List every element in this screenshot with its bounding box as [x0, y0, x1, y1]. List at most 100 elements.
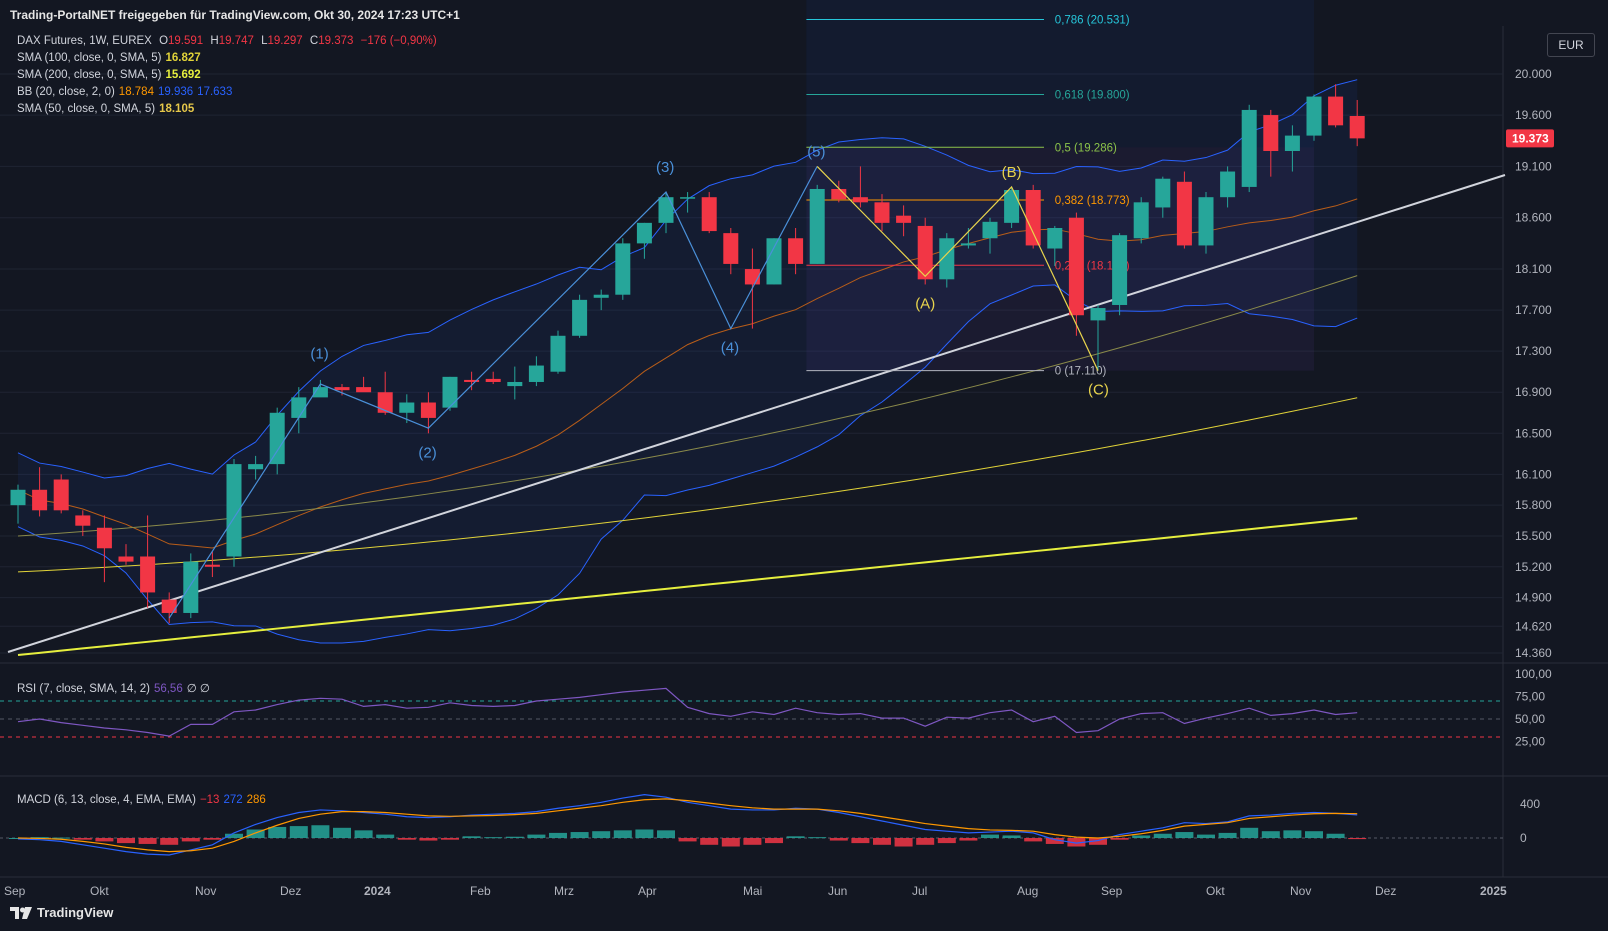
macd-histogram-bar: [1197, 834, 1215, 838]
candle-body: [161, 599, 177, 613]
candle-body: [1220, 171, 1236, 198]
tradingview-logo: TradingView: [10, 905, 113, 920]
macd-histogram-bar: [1089, 838, 1107, 845]
candle-body: [550, 335, 566, 372]
macd-histogram-bar: [181, 838, 200, 842]
time-axis-label: Jun: [828, 884, 847, 898]
price-axis-label: 19.100: [1515, 159, 1552, 173]
bb-legend[interactable]: BB (20, close, 2, 0) 18.784 19.936 17.633: [17, 86, 233, 98]
time-axis-label: Mrz: [554, 884, 574, 898]
candle-body: [636, 222, 652, 244]
price-axis-label: 16.100: [1515, 467, 1552, 481]
tradingview-brand: TradingView: [37, 905, 114, 920]
candle-body: [269, 412, 285, 465]
macd-histogram-bar: [657, 830, 675, 838]
sma200-legend[interactable]: SMA (200, close, 0, SMA, 5) 15.692: [17, 69, 201, 81]
macd-histogram-bar: [246, 829, 265, 838]
candle-body: [852, 197, 868, 203]
macd-histogram-bar: [289, 826, 308, 838]
wave-label: (A): [915, 295, 935, 312]
candle-body: [334, 387, 350, 391]
macd-histogram-bar: [311, 825, 330, 838]
macd-histogram-bar: [419, 838, 438, 841]
candle-body: [788, 238, 804, 264]
rsi-axis-label: 100,00: [1515, 667, 1552, 681]
macd-histogram-bar: [117, 838, 135, 844]
macd-histogram-bar: [376, 834, 395, 838]
time-axis-label: Feb: [470, 884, 491, 898]
candle-body: [572, 299, 588, 336]
candle-body: [75, 515, 91, 526]
macd-histogram-bar: [73, 838, 92, 840]
candle-body: [204, 564, 220, 567]
macd-histogram-bar: [721, 838, 740, 847]
candle-body: [485, 378, 501, 382]
candle-body: [1241, 109, 1257, 187]
macd-histogram-bar: [1110, 838, 1129, 840]
macd-histogram-bar: [505, 836, 524, 838]
bb-band-fill: [18, 79, 1358, 644]
candle-body: [53, 479, 69, 511]
candle-body: [1198, 197, 1214, 246]
price-axis-label: 16.900: [1515, 385, 1552, 399]
time-axis-label: Mai: [743, 884, 762, 898]
candle-body: [593, 294, 609, 298]
fib-level-label: 0,5 (19.286): [1055, 142, 1117, 154]
macd-histogram-bar: [570, 832, 589, 838]
macd-histogram-bar: [786, 836, 805, 838]
wave-label: (5): [807, 143, 825, 160]
sma100-legend[interactable]: SMA (100, close, 0, SMA, 5) 16.827: [17, 52, 201, 64]
time-axis-label: Jul: [912, 884, 927, 898]
macd-histogram-bar: [700, 838, 719, 845]
candle-body: [896, 215, 912, 223]
open-value: O19.591: [159, 35, 204, 47]
candle-body: [248, 464, 264, 470]
tradingview-logo-icon: [10, 906, 32, 919]
price-axis-label: 17.300: [1515, 344, 1552, 358]
macd-axis-label: 400: [1520, 797, 1540, 811]
macd-histogram-bar: [1153, 833, 1172, 838]
macd-histogram-bar: [959, 838, 978, 841]
macd-signal-line: [17, 798, 1358, 853]
candle-body: [1306, 96, 1322, 136]
time-axis-label: Okt: [1206, 884, 1225, 898]
time-axis-label: Sep: [4, 884, 26, 898]
currency-button[interactable]: EUR: [1547, 33, 1595, 57]
candle-body: [831, 188, 847, 200]
macd-legend[interactable]: MACD (6, 13, close, 4, EMA, EMA) −13 272 28…: [17, 794, 266, 806]
candle-body: [982, 221, 998, 239]
candle-body: [356, 387, 372, 393]
macd-histogram-bar: [613, 830, 632, 838]
macd-histogram-bar: [397, 838, 416, 840]
candle-body: [1176, 181, 1192, 246]
rsi-legend[interactable]: RSI (7, close, SMA, 14, 2) 56,56 ∅ ∅: [17, 683, 210, 695]
candle-body: [1047, 227, 1063, 249]
time-axis-label: Sep: [1101, 884, 1123, 898]
macd-histogram-bar: [873, 838, 891, 845]
rsi-line: [17, 687, 1358, 737]
macd-histogram-bar: [1045, 838, 1064, 844]
time-axis-label: 2025: [1480, 884, 1507, 898]
macd-histogram-bar: [30, 837, 49, 839]
wave-label: (4): [721, 340, 739, 357]
sma50-legend[interactable]: SMA (50, close, 0, SMA, 5) 18.105: [17, 103, 195, 115]
macd-histogram-bar: [1067, 838, 1086, 847]
macd-histogram-bar: [225, 833, 243, 838]
macd-histogram-bar: [160, 838, 179, 845]
fib-level-label: 0 (17.110): [1055, 366, 1107, 378]
wave-label: (2): [418, 444, 436, 461]
symbol-name: DAX Futures, 1W, EUREX: [17, 35, 152, 47]
candle-body: [874, 202, 890, 223]
candle-body: [312, 387, 328, 398]
macd-histogram-bar: [765, 838, 783, 844]
candle-body: [1155, 178, 1171, 208]
macd-histogram-bar: [1218, 832, 1237, 838]
macd-histogram-bar: [1261, 831, 1280, 838]
price-axis-label: 15.500: [1515, 529, 1552, 543]
time-axis-label: Dez: [280, 884, 301, 898]
high-value: H19.747: [210, 35, 254, 47]
last-price-badge: [1506, 129, 1554, 148]
symbol-legend[interactable]: DAX Futures, 1W, EUREX O19.591 H19.747 L…: [17, 35, 441, 47]
price-axis-label: 14.900: [1515, 591, 1552, 605]
